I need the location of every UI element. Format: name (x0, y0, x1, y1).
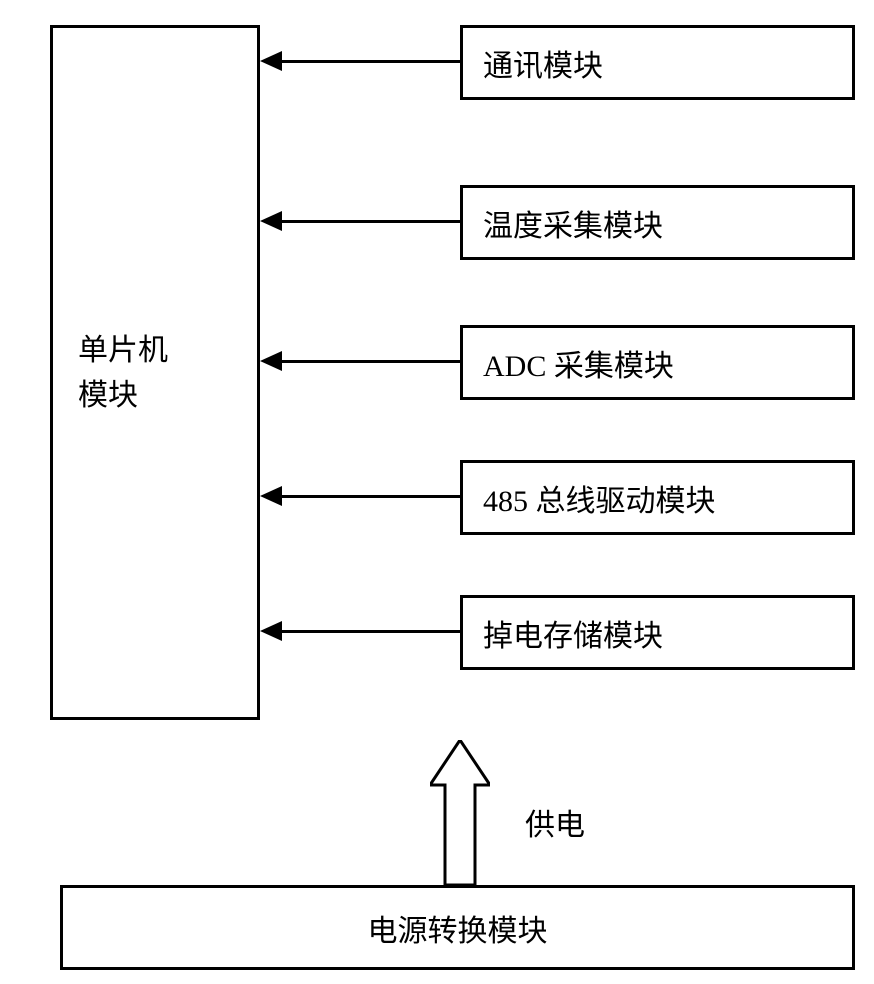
arrow-head-icon (260, 621, 282, 641)
adc-module-box: ADC 采集模块 (460, 325, 855, 400)
arrow-head-icon (260, 51, 282, 71)
mcu-module-box: 单片机 模块 (50, 25, 260, 720)
power-supply-label: 供电 (525, 800, 585, 844)
arrow-temp-to-mcu (282, 220, 460, 223)
arrow-head-icon (260, 351, 282, 371)
storage-label: 掉电存储模块 (483, 611, 663, 655)
comm-label: 通讯模块 (483, 41, 603, 85)
bus485-module-box: 485 总线驱动模块 (460, 460, 855, 535)
comm-module-box: 通讯模块 (460, 25, 855, 100)
mcu-label-line2: 模块 (78, 373, 138, 418)
adc-label: ADC 采集模块 (483, 341, 674, 385)
bus485-label: 485 总线驱动模块 (483, 476, 716, 520)
power-supply-arrow-icon (430, 740, 490, 885)
arrow-head-icon (260, 211, 282, 231)
arrow-storage-to-mcu (282, 630, 460, 633)
power-label: 电源转换模块 (368, 906, 548, 950)
temp-module-box: 温度采集模块 (460, 185, 855, 260)
storage-module-box: 掉电存储模块 (460, 595, 855, 670)
mcu-label-line1: 单片机 (78, 328, 168, 373)
arrow-comm-to-mcu (282, 60, 460, 63)
power-module-box: 电源转换模块 (60, 885, 855, 970)
block-diagram: 单片机 模块 通讯模块 温度采集模块 ADC 采集模块 485 总线驱动模块 掉… (0, 0, 874, 984)
arrow-head-icon (260, 486, 282, 506)
arrow-adc-to-mcu (282, 360, 460, 363)
arrow-bus485-to-mcu (282, 495, 460, 498)
temp-label: 温度采集模块 (483, 201, 663, 245)
